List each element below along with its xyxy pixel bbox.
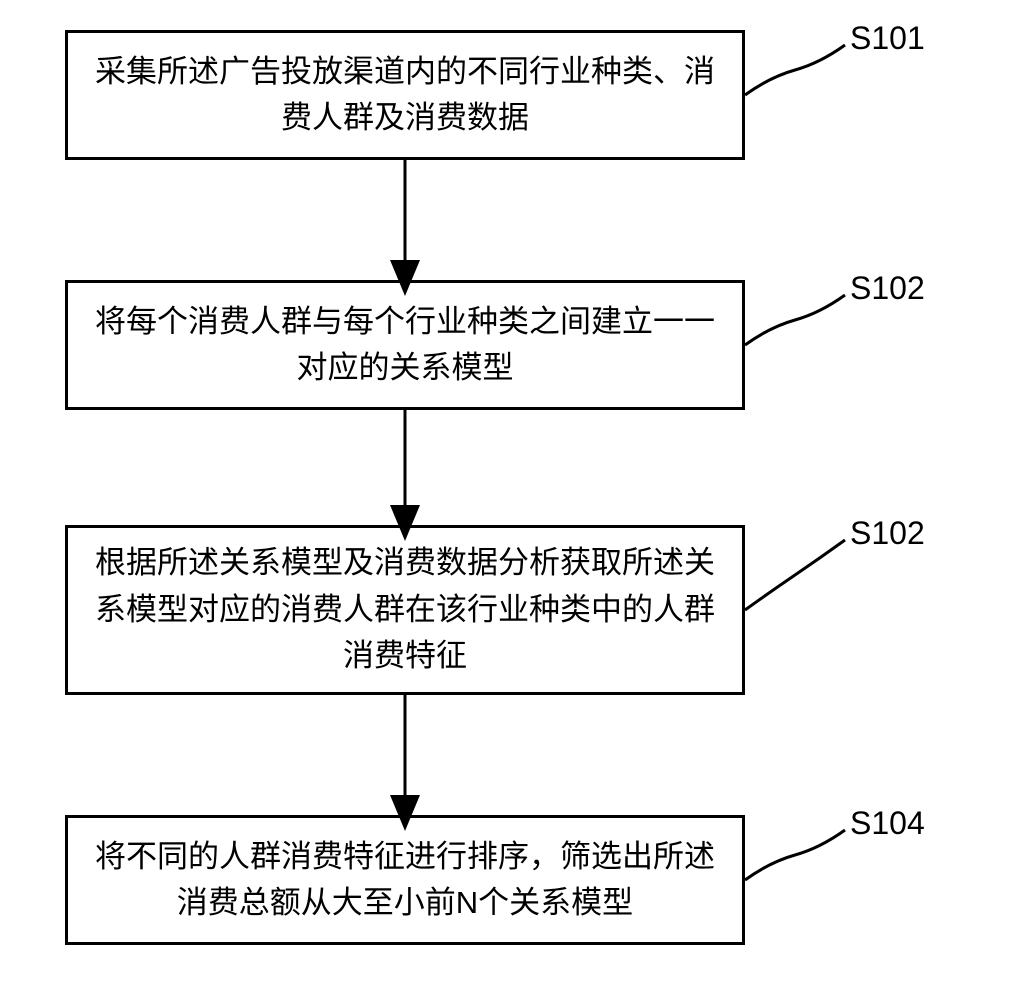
step-label-1: S101 xyxy=(850,20,925,57)
flow-step-text: 将每个消费人群与每个行业种类之间建立一一对应的关系模型 xyxy=(88,299,722,392)
flow-step-text: 根据所述关系模型及消费数据分析获取所述关系模型对应的消费人群在该行业种类中的人群… xyxy=(88,540,722,680)
flow-step-text: 将不同的人群消费特征进行排序，筛选出所述消费总额从大至小前N个关系模型 xyxy=(88,834,722,927)
flow-step-2: 将每个消费人群与每个行业种类之间建立一一对应的关系模型 xyxy=(65,280,745,410)
flowchart-canvas: 采集所述广告投放渠道内的不同行业种类、消费人群及消费数据 S101 将每个消费人群与… xyxy=(0,0,1016,992)
flow-step-1: 采集所述广告投放渠道内的不同行业种类、消费人群及消费数据 xyxy=(65,30,745,160)
flow-step-3: 根据所述关系模型及消费数据分析获取所述关系模型对应的消费人群在该行业种类中的人群… xyxy=(65,525,745,695)
flow-step-text: 采集所述广告投放渠道内的不同行业种类、消费人群及消费数据 xyxy=(88,49,722,142)
label-connector-4 xyxy=(745,830,845,880)
step-label-3: S102 xyxy=(850,515,925,552)
label-connector-2 xyxy=(745,295,845,345)
step-label-4: S104 xyxy=(850,805,925,842)
label-connector-1 xyxy=(745,45,845,95)
label-connector-3 xyxy=(745,540,845,610)
step-label-2: S102 xyxy=(850,270,925,307)
flow-step-4: 将不同的人群消费特征进行排序，筛选出所述消费总额从大至小前N个关系模型 xyxy=(65,815,745,945)
